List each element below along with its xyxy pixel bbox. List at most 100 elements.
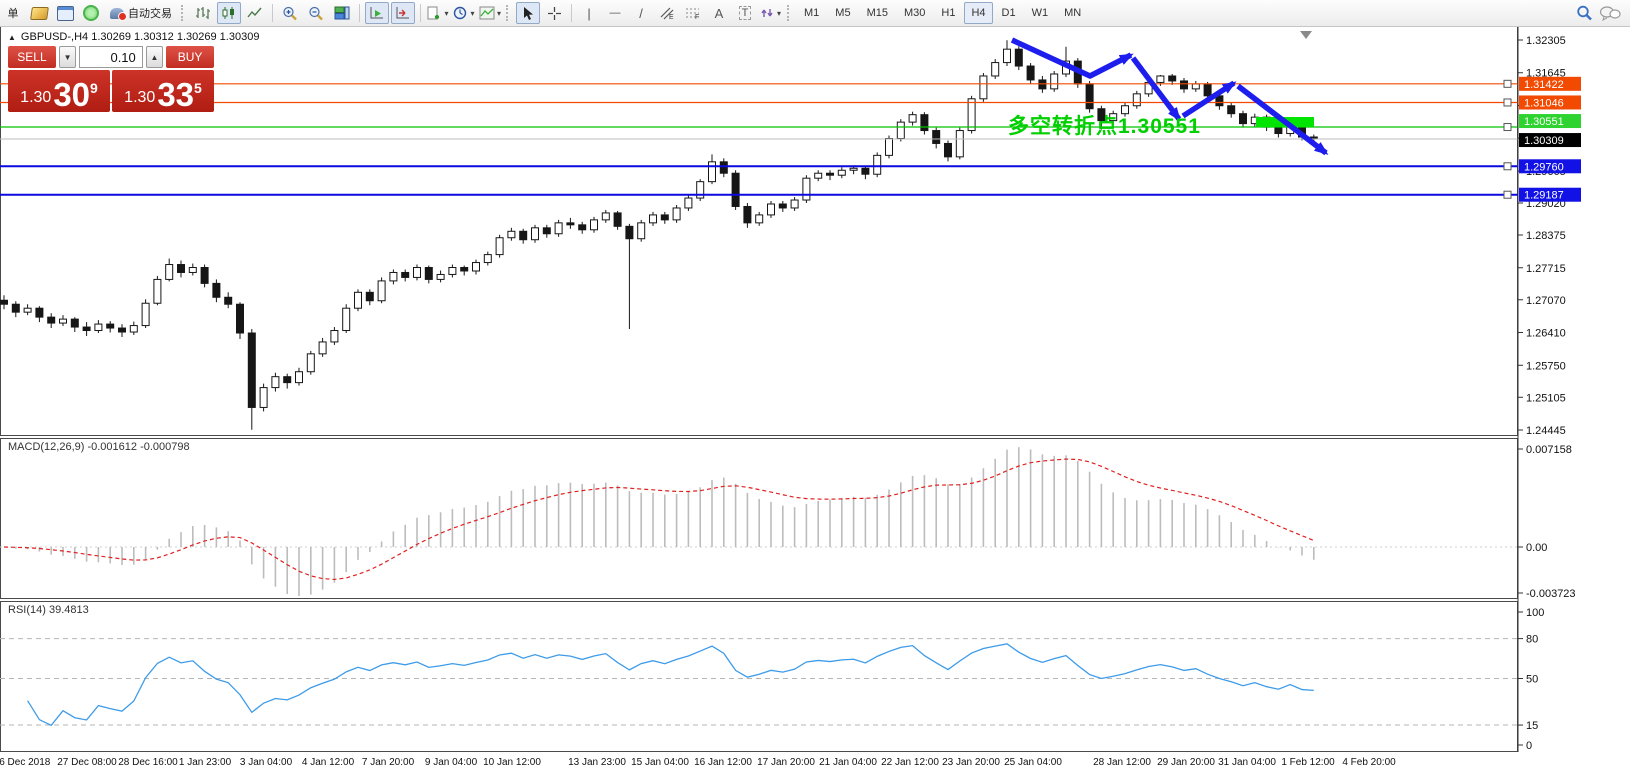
symbol-ohlc-text: GBPUSD-,H4 1.30269 1.30312 1.30269 1.303…: [20, 31, 260, 43]
signal-button[interactable]: [79, 2, 103, 24]
svg-text:28 Dec 16:00: 28 Dec 16:00: [118, 757, 178, 768]
svg-text:15: 15: [1526, 720, 1538, 732]
svg-text:1.25105: 1.25105: [1526, 392, 1566, 404]
channel-button[interactable]: E: [655, 2, 679, 24]
svg-text:1.26410: 1.26410: [1526, 328, 1566, 340]
turning-point-annotation: 多空转折点1.30551: [1008, 115, 1201, 138]
timeframe-H1[interactable]: H1: [941, 7, 956, 19]
svg-text:15 Jan 04:00: 15 Jan 04:00: [631, 757, 689, 768]
periods-button[interactable]: ▾: [452, 2, 476, 24]
horizontal-line-icon: —: [609, 7, 621, 19]
buy-price-display[interactable]: 1.30 33 5: [112, 70, 214, 112]
text-label-button[interactable]: T: [733, 2, 757, 24]
timeframe-W1[interactable]: W1: [1031, 7, 1049, 19]
channel-icon: E: [660, 7, 674, 20]
svg-text:7 Jan 20:00: 7 Jan 20:00: [362, 757, 415, 768]
timeframe-H4[interactable]: H4: [964, 2, 993, 24]
buy-price-sup: 5: [194, 80, 202, 96]
signal-icon: [83, 5, 99, 21]
svg-text:1 Jan 23:00: 1 Jan 23:00: [179, 757, 232, 768]
svg-text:1.31422: 1.31422: [1524, 79, 1564, 91]
volume-input[interactable]: 0.10: [79, 46, 143, 68]
vertical-line-icon: |: [587, 5, 591, 21]
svg-text:1 Feb 12:00: 1 Feb 12:00: [1281, 757, 1335, 768]
vertical-line-button[interactable]: |: [577, 2, 601, 24]
volume-increase-button[interactable]: ▲: [145, 46, 164, 68]
tile-windows-button[interactable]: [330, 2, 354, 24]
autotrade-icon: [110, 7, 127, 21]
timeframe-M15[interactable]: M15: [866, 7, 888, 19]
zoom-out-button[interactable]: [304, 2, 328, 24]
svg-text:10 Jan 12:00: 10 Jan 12:00: [483, 757, 541, 768]
trendline-button[interactable]: /: [629, 2, 653, 24]
chart-shift-button[interactable]: [391, 2, 415, 24]
timeframe-MN[interactable]: MN: [1064, 7, 1082, 19]
chart-shift-icon: [396, 7, 409, 19]
zoom-out-icon: [309, 6, 323, 20]
candlestick-button[interactable]: [217, 2, 241, 24]
timeframe-M1[interactable]: M1: [804, 7, 820, 19]
buy-button[interactable]: BUY: [166, 46, 214, 68]
market-window-button[interactable]: [53, 2, 77, 24]
svg-text:1.24445: 1.24445: [1526, 425, 1566, 437]
svg-text:50: 50: [1526, 674, 1538, 686]
add-indicator-button[interactable]: ▾: [426, 2, 450, 24]
svg-text:1.25750: 1.25750: [1526, 360, 1566, 372]
shapes-button[interactable]: ▾: [759, 2, 783, 24]
sell-price-display[interactable]: 1.30 30 9: [8, 70, 110, 112]
svg-text:29 Jan 20:00: 29 Jan 20:00: [1157, 757, 1215, 768]
autotrade-button[interactable]: 自动交易: [105, 2, 177, 24]
new-order-button[interactable]: 单: [1, 2, 25, 24]
chat-button[interactable]: [1598, 2, 1622, 24]
buy-price-big: 33: [157, 75, 195, 113]
timeframe-M30[interactable]: M30: [903, 7, 926, 19]
auto-scroll-button[interactable]: [365, 2, 389, 24]
new-order-icon[interactable]: [27, 2, 51, 24]
one-click-trade-panel: SELL ▼ 0.10 ▲ BUY 1.30 30 9 1.30 33 5: [8, 46, 214, 112]
timeframe-bar: M1 M5 M15 M30 H1 H4 D1 W1 MN: [796, 2, 1089, 24]
svg-text:1.28375: 1.28375: [1526, 230, 1566, 242]
text-button[interactable]: A: [707, 2, 731, 24]
fibonacci-button[interactable]: F: [681, 2, 705, 24]
buy-price-prefix: 1.30: [124, 89, 156, 106]
template-button[interactable]: ▾: [478, 2, 502, 24]
svg-text:26 Dec 2018: 26 Dec 2018: [0, 757, 51, 768]
timeframe-M5[interactable]: M5: [835, 7, 851, 19]
chat-icon: [1599, 6, 1621, 21]
ohlc-bars-button[interactable]: [191, 2, 215, 24]
sell-button[interactable]: SELL: [8, 46, 56, 68]
cursor-button[interactable]: [516, 2, 541, 24]
svg-text:1.31046: 1.31046: [1524, 97, 1564, 109]
line-chart-button[interactable]: [243, 2, 267, 24]
svg-text:1.29760: 1.29760: [1524, 161, 1564, 173]
svg-text:16 Jan 12:00: 16 Jan 12:00: [694, 757, 752, 768]
candlestick-icon: [222, 7, 234, 19]
rsi-indicator-label: RSI(14) 39.4813: [8, 604, 89, 616]
svg-text:13 Jan 23:00: 13 Jan 23:00: [568, 757, 626, 768]
crosshair-button[interactable]: [542, 2, 566, 24]
collapse-trade-panel-toggle[interactable]: ▲: [8, 32, 16, 42]
auto-scroll-icon: [370, 7, 383, 19]
svg-text:27 Dec 08:00: 27 Dec 08:00: [57, 757, 117, 768]
market-window-icon: [56, 5, 74, 21]
shapes-icon: [761, 9, 773, 17]
search-button[interactable]: [1572, 2, 1596, 24]
svg-text:22 Jan 12:00: 22 Jan 12:00: [881, 757, 939, 768]
svg-text:F: F: [695, 14, 699, 20]
timeframe-D1[interactable]: D1: [1001, 7, 1016, 19]
volume-decrease-button[interactable]: ▼: [58, 46, 77, 68]
svg-text:3 Jan 04:00: 3 Jan 04:00: [240, 757, 293, 768]
chart-header: ▲ GBPUSD-,H4 1.30269 1.30312 1.30269 1.3…: [8, 31, 259, 43]
chevron-down-icon: ▾: [470, 8, 475, 18]
main-toolbar: 单 自动交易 ▾ ▾ ▾ | — / E F A T ▾ M1 M5 M15 M30 H…: [0, 0, 1630, 27]
add-indicator-icon: [427, 6, 440, 20]
zoom-in-button[interactable]: [278, 2, 302, 24]
horizontal-line-button[interactable]: —: [603, 2, 627, 24]
svg-text:4 Jan 12:00: 4 Jan 12:00: [302, 757, 355, 768]
trendline-icon: /: [639, 5, 643, 21]
cursor-icon: [524, 6, 534, 20]
svg-text:0.00: 0.00: [1526, 542, 1547, 554]
sell-price-big: 30: [53, 75, 91, 113]
svg-text:80: 80: [1526, 634, 1538, 646]
